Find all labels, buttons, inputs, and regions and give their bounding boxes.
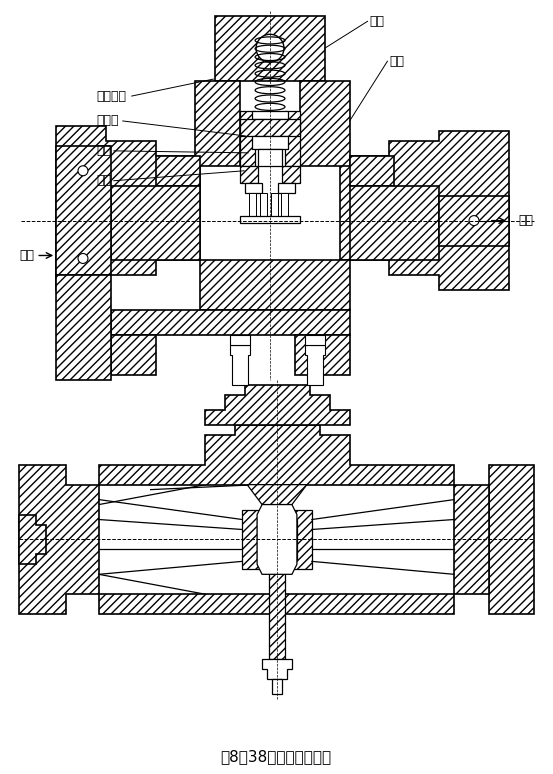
Polygon shape — [257, 519, 297, 560]
Polygon shape — [56, 146, 111, 276]
Polygon shape — [454, 485, 489, 594]
Text: 阀体: 阀体 — [389, 55, 404, 67]
Polygon shape — [215, 16, 325, 81]
Polygon shape — [257, 505, 297, 574]
Polygon shape — [305, 345, 325, 385]
Polygon shape — [56, 126, 200, 290]
Polygon shape — [278, 183, 295, 193]
Circle shape — [469, 216, 479, 225]
Polygon shape — [439, 196, 509, 245]
Polygon shape — [269, 570, 285, 659]
Polygon shape — [349, 186, 439, 261]
Polygon shape — [230, 345, 250, 385]
Polygon shape — [205, 385, 349, 425]
Polygon shape — [249, 193, 256, 216]
Polygon shape — [349, 156, 394, 186]
Text: 胶皮压盖: 胶皮压盖 — [96, 90, 126, 102]
Polygon shape — [305, 335, 325, 345]
Text: 进口: 进口 — [19, 249, 34, 262]
Polygon shape — [19, 515, 46, 564]
Polygon shape — [258, 149, 282, 166]
Polygon shape — [285, 111, 300, 166]
Polygon shape — [252, 136, 288, 149]
Polygon shape — [99, 425, 454, 485]
Circle shape — [256, 34, 284, 62]
Polygon shape — [195, 81, 240, 166]
Polygon shape — [252, 111, 288, 119]
Polygon shape — [230, 335, 250, 345]
Circle shape — [78, 253, 88, 263]
Polygon shape — [295, 335, 349, 375]
Polygon shape — [245, 183, 262, 193]
Polygon shape — [242, 509, 312, 570]
Polygon shape — [111, 310, 349, 335]
Polygon shape — [281, 193, 288, 216]
Polygon shape — [300, 81, 349, 166]
Polygon shape — [200, 261, 349, 310]
Circle shape — [78, 166, 88, 176]
Polygon shape — [240, 166, 258, 183]
Polygon shape — [240, 119, 300, 136]
Polygon shape — [56, 276, 111, 380]
Polygon shape — [489, 464, 534, 615]
Text: 压盖: 压盖 — [369, 15, 384, 28]
Polygon shape — [247, 485, 307, 505]
Text: 出口: 出口 — [519, 214, 534, 227]
Polygon shape — [111, 335, 155, 375]
Polygon shape — [282, 166, 300, 183]
Polygon shape — [155, 156, 200, 186]
Polygon shape — [260, 193, 267, 216]
Polygon shape — [240, 111, 255, 166]
Text: 阀胶皮: 阀胶皮 — [96, 115, 118, 128]
Polygon shape — [262, 659, 292, 679]
Text: 图8－38　单流阀结构图: 图8－38 单流阀结构图 — [221, 749, 332, 764]
Polygon shape — [340, 131, 509, 290]
Polygon shape — [19, 464, 99, 615]
Polygon shape — [240, 216, 300, 223]
Polygon shape — [111, 186, 200, 261]
Polygon shape — [99, 594, 454, 615]
Text: 阀座: 阀座 — [96, 174, 111, 187]
Text: 阀体: 阀体 — [96, 144, 111, 157]
Polygon shape — [272, 679, 282, 694]
Polygon shape — [271, 193, 278, 216]
